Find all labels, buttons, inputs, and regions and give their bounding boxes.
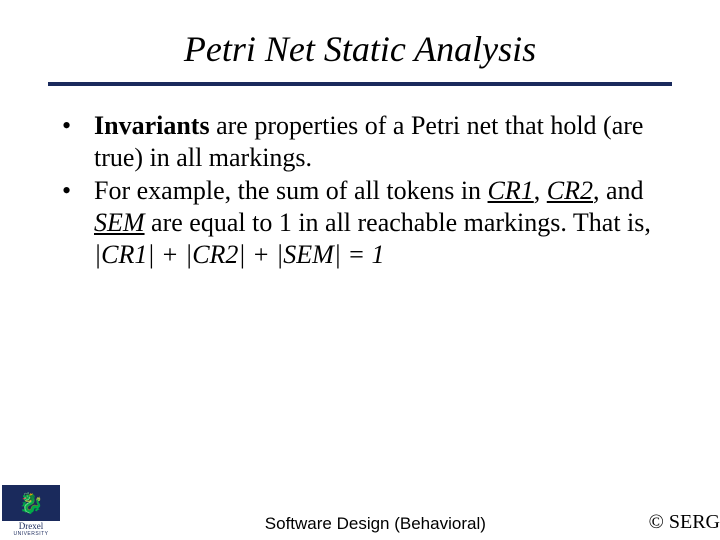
bullet-item-1: • Invariants are properties of a Petri n… xyxy=(60,110,660,173)
bullet-text-1: Invariants are properties of a Petri net… xyxy=(94,110,660,173)
term-sem: SEM xyxy=(94,208,145,237)
bullet2-pre: For example, the sum of all tokens in xyxy=(94,176,488,205)
term-cr1: CR1 xyxy=(488,176,534,205)
slide-title: Petri Net Static Analysis xyxy=(0,0,720,82)
footer-copyright: © SERG xyxy=(649,511,720,540)
logo-name: Drexel xyxy=(19,522,44,531)
dragon-icon: 🐉 xyxy=(19,491,44,516)
logo-badge: 🐉 xyxy=(2,485,60,521)
slide-footer: 🐉 Drexel UNIVERSITY Software Design (Beh… xyxy=(0,485,720,540)
term-cr2: CR2 xyxy=(547,176,593,205)
footer-center-text: Software Design (Behavioral) xyxy=(62,514,649,540)
bullet-marker: • xyxy=(60,110,94,173)
bullet-lead-word: Invariants xyxy=(94,111,210,140)
bullet-item-2: • For example, the sum of all tokens in … xyxy=(60,175,660,270)
bullet2-post: are equal to 1 in all reachable markings… xyxy=(145,208,651,237)
logo-subtitle: UNIVERSITY xyxy=(13,531,48,537)
bullet2-mid2: , and xyxy=(593,176,644,205)
bullet-text-2: For example, the sum of all tokens in CR… xyxy=(94,175,660,270)
slide-content: • Invariants are properties of a Petri n… xyxy=(0,110,720,271)
bullet2-mid1: , xyxy=(534,176,547,205)
drexel-logo: 🐉 Drexel UNIVERSITY xyxy=(0,485,62,540)
bullet-marker: • xyxy=(60,175,94,270)
title-divider xyxy=(48,82,672,86)
equation: |CR1| + |CR2| + |SEM| = 1 xyxy=(94,239,660,271)
